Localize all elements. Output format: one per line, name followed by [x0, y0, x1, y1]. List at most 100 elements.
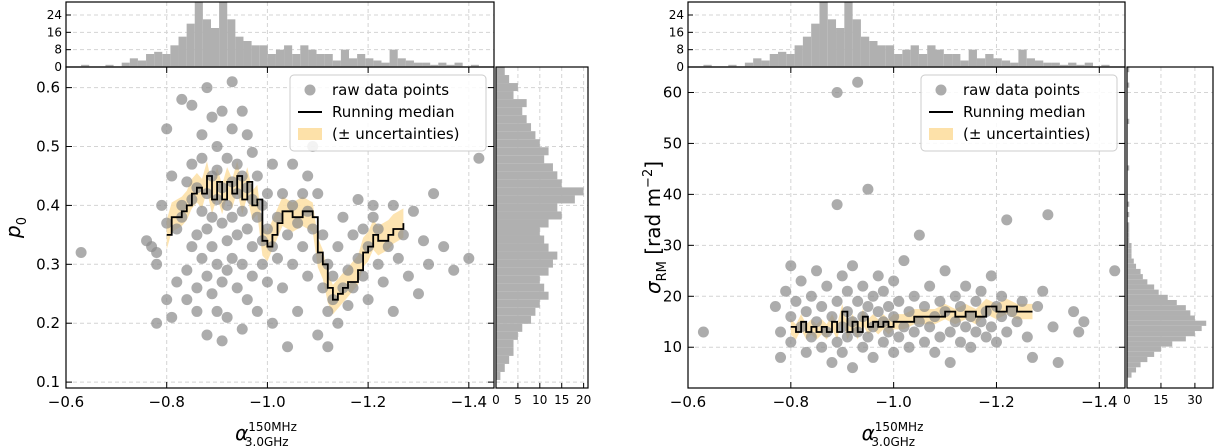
top-histogram: 0 8 16 24 [47, 1, 495, 74]
data-point [221, 311, 233, 323]
top-hist-bar [952, 54, 961, 67]
data-point [201, 82, 213, 94]
data-point [382, 241, 394, 253]
right-hist-bar [1127, 263, 1137, 269]
data-point [151, 317, 163, 329]
top-hist-bar [275, 49, 285, 67]
x-axis-label-sup: 150MHz [248, 420, 297, 434]
data-point [287, 199, 299, 211]
data-point [831, 295, 843, 307]
top-hist-bar [178, 36, 187, 67]
data-point [888, 275, 900, 287]
data-point [261, 188, 273, 200]
top-hist-bar [1010, 62, 1019, 67]
top-hist-bar [753, 58, 762, 67]
data-point [161, 294, 173, 306]
data-point [317, 282, 329, 294]
top-hist-bar [794, 45, 803, 67]
top-hist-bar [1043, 62, 1052, 67]
right-hist-bar [1127, 356, 1148, 363]
data-point [463, 252, 475, 264]
data-point [428, 188, 440, 200]
data-point [811, 265, 823, 277]
right-hist-bar [496, 83, 518, 92]
y-tick-label: 0.1 [36, 373, 60, 391]
right-hist-bar [496, 331, 518, 340]
data-point [913, 316, 925, 328]
top-hist-bar [819, 2, 828, 67]
data-point [236, 205, 248, 217]
data-point [287, 158, 299, 170]
y-tick-label: 40 [663, 185, 682, 203]
legend-patch [929, 128, 953, 140]
right-hist-bar [1127, 118, 1130, 124]
data-point [1032, 300, 1044, 312]
top-hist-bar [836, 28, 845, 67]
right-hist-bar [496, 67, 505, 76]
data-point [196, 152, 208, 164]
y-axis-label-unit-sup: −2 [641, 169, 656, 188]
right-hist-bar [1127, 372, 1132, 378]
top-hist-bar [405, 60, 414, 67]
right-hist-bar [1127, 341, 1173, 347]
data-point [166, 311, 178, 323]
x-tick-label: −1.4 [451, 393, 487, 411]
data-point [985, 321, 997, 333]
data-point [292, 217, 304, 229]
data-point [954, 336, 966, 348]
top-hist-bar [357, 54, 366, 67]
data-point [302, 170, 314, 182]
data-point [176, 199, 188, 211]
data-point [216, 276, 228, 288]
right-hist-bar [496, 123, 532, 132]
right-hist-bar [496, 291, 549, 300]
data-point [867, 290, 879, 302]
data-point [903, 306, 915, 318]
right-hist-bar [1127, 274, 1143, 280]
x-axis-label-symbol: α [235, 421, 248, 445]
data-point [872, 270, 884, 282]
data-point [862, 331, 874, 343]
y-axis-label-sub: 0 [15, 217, 30, 225]
top-hist-bar [778, 51, 787, 67]
right-hist-bar [1127, 227, 1130, 233]
right-hist-bar [1127, 367, 1137, 373]
data-point [418, 235, 430, 247]
top-hist-bar [860, 36, 870, 67]
data-point [322, 305, 334, 317]
top-hist-bar [744, 62, 754, 67]
data-point [857, 280, 869, 292]
right-hist-bar [496, 171, 558, 180]
data-point [908, 290, 920, 302]
data-point [816, 341, 828, 353]
data-point [785, 336, 797, 348]
data-point [372, 223, 384, 235]
y-tick-label: 0.3 [36, 255, 60, 273]
data-point [1047, 321, 1059, 333]
data-point [387, 305, 399, 317]
data-point [877, 285, 889, 297]
right-histogram: 0 15 30 [1123, 66, 1214, 407]
data-point [186, 158, 198, 170]
data-point [924, 280, 936, 292]
data-point [893, 331, 905, 343]
top-hist-bar [219, 2, 228, 67]
data-point [216, 335, 228, 347]
data-point [423, 258, 435, 270]
top-hist-y-tick-label: 8 [676, 43, 684, 57]
legend-box [920, 74, 1118, 152]
right-hist-frame [1126, 66, 1214, 389]
y-axis-label-unit: [rad m [641, 188, 665, 261]
data-point [347, 282, 359, 294]
data-point [271, 211, 283, 223]
x-tick-label: −0.8 [773, 393, 809, 411]
data-point [877, 336, 889, 348]
top-hist-bar [186, 23, 195, 68]
data-point [775, 326, 787, 338]
right-hist-bar [1127, 258, 1134, 264]
data-point [251, 211, 263, 223]
top-hist-bar [703, 64, 712, 67]
data-point [196, 252, 208, 264]
data-point [402, 270, 414, 282]
